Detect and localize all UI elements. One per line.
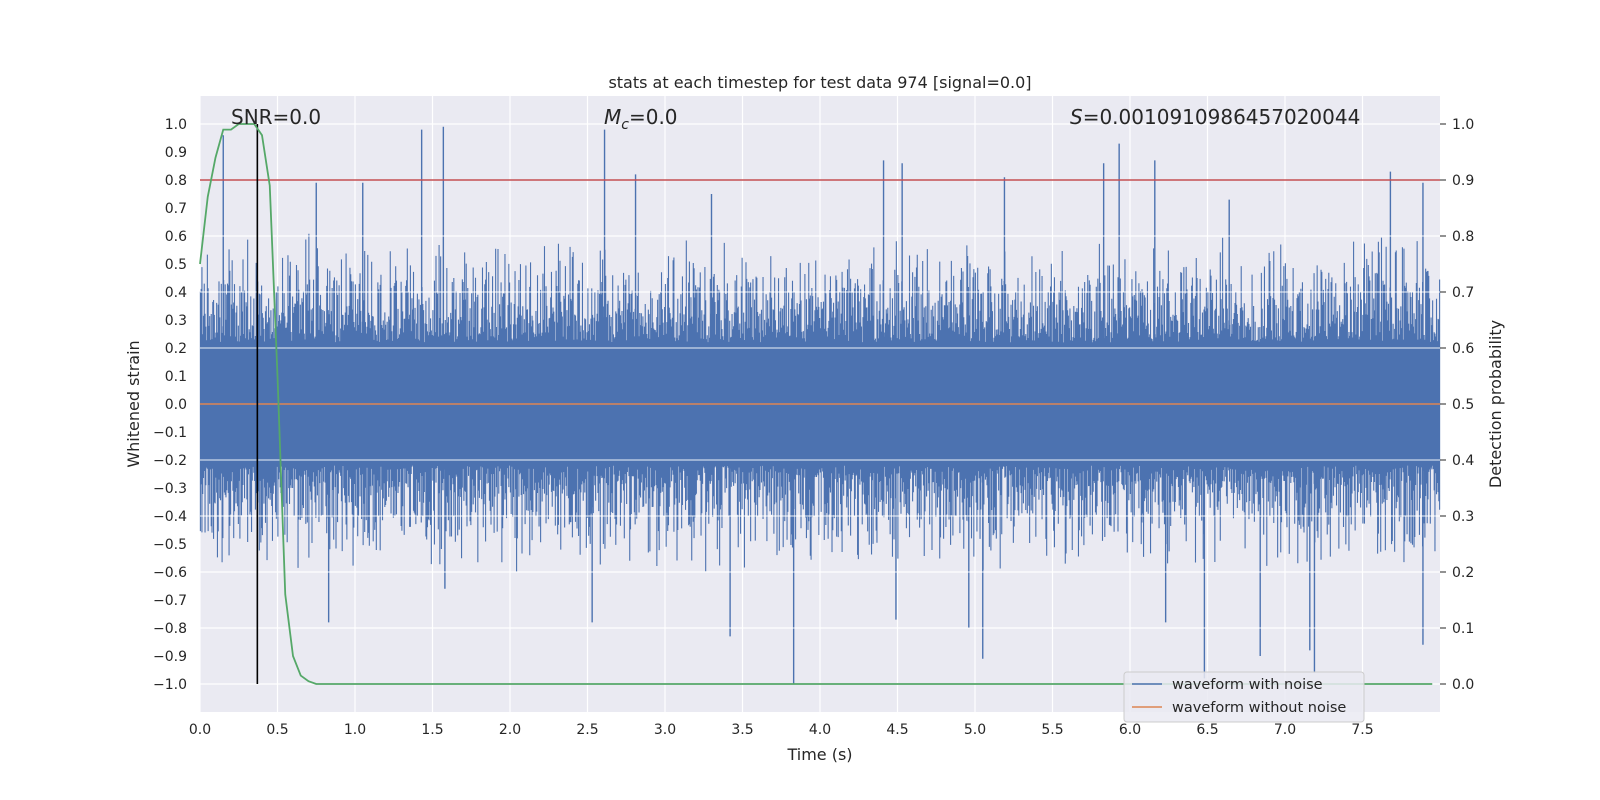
y-left-tick-label: −0.6 [153,565,187,581]
y-left-tick-label: −1.0 [153,677,187,693]
y-left-tick-label: 0.5 [165,257,187,273]
y-left-tick-label: 0.9 [165,145,187,161]
y-left-tick-label: 0.4 [165,285,187,301]
x-tick-label: 3.5 [731,722,753,738]
x-tick-label: 1.5 [421,722,443,738]
x-tick-label: 0.5 [266,722,288,738]
x-tick-label: 4.0 [809,722,831,738]
chirp-mass-value: =0.0 [629,105,678,129]
s-symbol: S [1070,105,1083,129]
x-tick-label: 5.0 [964,722,986,738]
x-tick-label: 2.5 [576,722,598,738]
y-left-tick-label: 0.8 [165,173,187,189]
y-left-tick-label: −0.1 [153,425,187,441]
y-right-tick-label: 1.0 [1452,117,1474,133]
y-right-tick-label: 0.0 [1452,677,1474,693]
x-tick-label: 3.0 [654,722,676,738]
y-left-tick-label: 0.0 [165,397,187,413]
y-left-tick-label: −0.4 [153,509,187,525]
y-left-tick-label: −0.5 [153,537,187,553]
y-right-tick-label: 0.7 [1452,285,1474,301]
x-tick-label: 2.0 [499,722,521,738]
x-tick-label: 0.0 [189,722,211,738]
y-left-tick-label: 0.6 [165,229,187,245]
legend-label-noise: waveform with noise [1172,677,1323,693]
y-left-tick-label: −0.9 [153,649,187,665]
y-right-tick-label: 0.5 [1452,397,1474,413]
x-tick-label: 1.0 [344,722,366,738]
x-tick-label: 6.5 [1196,722,1218,738]
s-value: =0.0010910986457020044 [1083,105,1361,129]
x-tick-label: 5.5 [1041,722,1063,738]
y-left-tick-label: −0.8 [153,621,187,637]
y-right-axis-ticks: 1.0 0.9 0.8 0.7 0.6 0.5 0.4 0.3 0.2 0.1 0.0 [1440,117,1474,693]
y-right-tick-label: 0.4 [1452,453,1474,469]
y-left-tick-label: −0.7 [153,593,187,609]
chirp-mass-annotation: Mc=0.0 [604,105,678,133]
x-tick-label: 4.5 [886,722,908,738]
y-left-tick-label: −0.3 [153,481,187,497]
y-left-axis-ticks: 1.0 0.9 0.8 0.7 0.6 0.5 0.4 0.3 0.2 0.1 0.0 −0.1 −0.… [153,117,187,693]
y-left-tick-label: 0.1 [165,369,187,385]
chirp-mass-subscript: c [621,117,629,133]
y-left-tick-label: 0.7 [165,201,187,217]
chart-title: stats at each timestep for test data 974… [608,73,1031,92]
y-left-tick-label: 1.0 [165,117,187,133]
y-left-tick-label: 0.3 [165,313,187,329]
legend: waveform with noise waveform without noi… [1123,671,1365,723]
legend-box [1123,671,1365,723]
y-right-tick-label: 0.9 [1452,173,1474,189]
y-right-tick-label: 0.6 [1452,341,1474,357]
legend-label-clean: waveform without noise [1172,700,1346,716]
y-left-tick-label: 0.2 [165,341,187,357]
y-left-axis-label: Whitened strain [124,340,143,467]
s-annotation: S=0.0010910986457020044 [1070,105,1360,129]
x-tick-label: 7.0 [1274,722,1296,738]
x-tick-label: 6.0 [1119,722,1141,738]
y-right-axis-label: Detection probability [1486,320,1505,488]
y-right-tick-label: 0.2 [1452,565,1474,581]
y-right-tick-label: 0.3 [1452,509,1474,525]
y-left-tick-label: −0.2 [153,453,187,469]
snr-annotation: SNR=0.0 [231,105,321,129]
x-axis-label: Time (s) [786,745,852,764]
x-axis-ticks: 0.0 0.5 1.0 1.5 2.0 2.5 3.0 3.5 4.0 4.5 5.0 5.5 6.0 6… [189,722,1374,738]
chirp-mass-symbol: M [604,105,621,129]
y-right-tick-label: 0.8 [1452,229,1474,245]
y-right-tick-label: 0.1 [1452,621,1474,637]
x-tick-label: 7.5 [1351,722,1373,738]
